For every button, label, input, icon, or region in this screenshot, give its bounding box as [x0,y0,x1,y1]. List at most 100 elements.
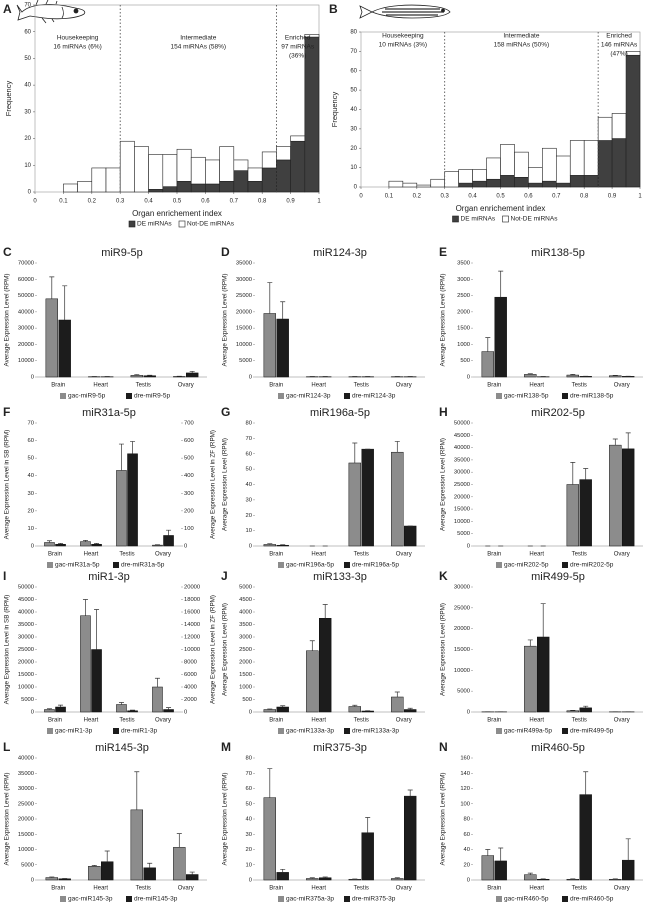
y-tick-label: 50 [28,456,34,462]
housekeeping-annotation: Housekeeping [382,33,424,40]
error-bar [46,708,52,710]
x-tick-label: Brain [269,886,283,892]
x-tick-label: 0.4 [468,194,477,200]
y-tick-label: 10000 [18,358,34,364]
legend-label: gac-miR133a-3p [286,728,334,735]
legend-swatch [562,393,568,399]
error-bar [166,707,172,710]
error-bar [407,707,413,710]
histogram-bar [569,140,585,176]
chart-title: miR31a-5p [82,407,136,419]
y-tick-label: 50000 [18,293,34,299]
y-tick-label: 45000 [18,597,34,603]
y-tick-label: 2000 [457,309,470,315]
bar [348,706,362,713]
y-tick-label: 0 [467,878,470,884]
enriched-annotation: Enriched [285,35,311,42]
x-tick-label: 0.8 [580,194,589,200]
x-tick-label: 0.7 [552,194,561,200]
bar [143,375,156,378]
x-tick-label: Testis [354,718,369,724]
legend-label: dre-miR202-5p [570,562,614,569]
bar [306,650,319,713]
y-tick-label: 60000 [18,277,34,283]
error-bar [94,543,100,545]
y-tick-label: 20 [464,862,470,868]
bar [44,709,55,713]
bar [524,645,537,713]
enriched-annotation: (36%) [289,53,306,60]
bar [537,878,550,881]
y-tick-label: 0 [31,375,34,381]
bar [404,795,417,881]
panel-label: A [3,2,12,16]
y-tick-label: 10 [246,862,252,868]
y-tick-label: 4500 [239,597,252,603]
bar [306,878,319,881]
chart-title: miR375-3p [313,742,367,754]
y-axis-label: Average Expression Level (RPM) [222,274,229,367]
y-tick-label: 70 [24,3,31,9]
x-tick-label: Ovary [614,552,630,558]
error-bar [104,850,110,862]
legend-label: dre-miR196a-5p [352,562,399,569]
y-tick-label: 160 [460,756,470,762]
histogram-bar [458,169,473,184]
y-tick-label: 20 [350,146,357,152]
chart-title: miR202-5p [531,407,585,419]
histogram-bar [63,183,78,193]
bar [58,878,71,881]
y-tick-label: 60 [464,832,470,838]
y-tick-label: 5000 [21,697,34,703]
histogram-bar [528,182,543,188]
bar [80,541,91,547]
bar [163,535,174,547]
y-axis-label: Average Expression Level (RPM) [440,773,447,866]
bar [391,878,404,881]
histogram-bar [625,51,641,56]
error-bar [280,705,286,707]
x-tick-label: Ovary [614,718,630,724]
histogram-bar [162,186,178,193]
bar [609,878,622,881]
x-tick-label: Ovary [178,886,194,892]
y-tick-label: 80 [350,30,357,36]
panel-label: C [3,245,12,259]
error-bar [352,704,358,707]
y-tick-label: 25000 [18,801,34,807]
y-tick-label: 0 [467,710,470,716]
y-tick-label: 40 [246,482,252,488]
histogram-bar [304,36,320,193]
error-bar [134,374,140,376]
histogram-bar [247,167,263,182]
panel-label: J [221,569,228,583]
bar [348,462,362,547]
legend-label: dre-miR133a-3p [352,728,399,735]
y2-tick-label: 18000 [184,597,200,603]
y-tick-label: 50000 [18,585,34,591]
error-bar [612,438,618,446]
legend-swatch [278,393,284,399]
error-bar [267,282,273,314]
x-tick-label: Brain [487,383,501,389]
histogram-bar [472,180,487,188]
x-tick-label: 0.6 [524,194,533,200]
bar [622,448,635,547]
legend-label: gac-miR202-5p [504,562,549,569]
y-tick-label: 20 [246,847,252,853]
y2-tick-label: 700 [184,421,194,427]
y-tick-label: 50000 [454,421,470,427]
bar [391,696,404,713]
x-tick-label: Brain [269,552,283,558]
bar [319,877,332,881]
y-tick-label: 80 [246,421,252,427]
y-tick-label: 10000 [18,685,34,691]
y-tick-label: 25000 [18,647,34,653]
y-tick-label: 15000 [454,647,470,653]
error-bar [58,543,64,545]
histogram-bar [233,170,249,193]
histogram-bar [176,148,192,182]
legend-swatch [128,220,136,228]
error-bar [46,540,52,543]
